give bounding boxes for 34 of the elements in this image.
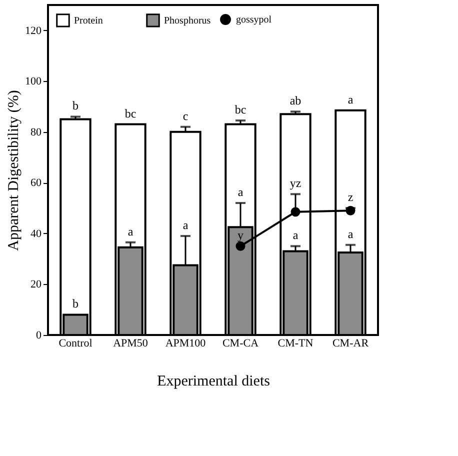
x-tick-label: CM-TN — [278, 338, 314, 350]
annotation: yz — [290, 176, 302, 190]
x-tick-label: APM50 — [113, 338, 148, 350]
x-tick-label: CM-CA — [222, 338, 259, 350]
x-tick-label: CM-AR — [332, 338, 370, 350]
annotation: z — [348, 190, 354, 204]
y-tick-label: 20 — [30, 278, 42, 291]
y-tick-label: 60 — [30, 177, 42, 190]
x-tick-label: APM100 — [165, 338, 206, 350]
legend-label: Phosphorus — [164, 15, 211, 26]
point — [236, 241, 246, 251]
annotation: bc — [234, 102, 246, 116]
y-tick-label: 100 — [25, 76, 42, 88]
y-tick-label: 80 — [30, 126, 42, 138]
y-axis-title: Apparent Digestibility (%) — [6, 90, 22, 251]
annotation: a — [292, 228, 299, 242]
annotation: b — [72, 296, 78, 311]
legend-label: Protein — [74, 15, 103, 26]
annotation: a — [348, 226, 354, 241]
x-axis-title: Experimental diets — [157, 374, 270, 390]
annotation: ab — [290, 94, 302, 108]
annotation: a — [348, 92, 354, 106]
annotation: a — [182, 218, 189, 232]
annotation: a — [128, 224, 134, 238]
annotation: c — [182, 108, 188, 123]
y-tick-label: 40 — [30, 228, 42, 240]
annotation: a — [238, 185, 244, 199]
x-tick-label: Control — [58, 338, 92, 350]
annotation: b — [72, 98, 78, 113]
y-tick-label: 120 — [25, 24, 42, 37]
legend-label: gossypol — [236, 14, 272, 26]
annotation: bc — [124, 106, 136, 120]
y-tick-label: 0 — [36, 330, 42, 342]
annotation: y — [238, 228, 244, 242]
